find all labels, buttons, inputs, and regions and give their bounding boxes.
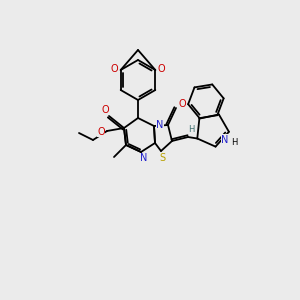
Text: O: O (178, 99, 186, 109)
Text: N: N (140, 153, 148, 163)
Text: N: N (156, 120, 164, 130)
Text: O: O (97, 127, 105, 137)
Text: N: N (221, 135, 229, 145)
Text: O: O (101, 105, 109, 115)
Text: O: O (158, 64, 165, 74)
Text: O: O (111, 64, 118, 74)
Text: S: S (159, 153, 165, 163)
Text: H: H (231, 138, 237, 147)
Text: H: H (188, 124, 194, 134)
